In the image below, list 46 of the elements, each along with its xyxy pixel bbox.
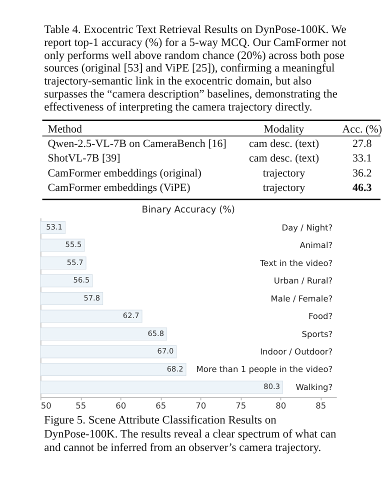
data-label: 55.7: [66, 258, 84, 267]
data-label: 65.8: [148, 328, 164, 338]
text: CamFormer embeddings (original): [48, 167, 202, 180]
y-tick-label: Text in the video?: [259, 258, 333, 268]
text: CamFormer embeddings (ViPE): [48, 182, 191, 194]
x-tick-label: 75: [236, 400, 246, 410]
x-tick-label: 50: [40, 400, 52, 410]
data-label: 56.5: [73, 276, 90, 285]
y-tick-label: Food?: [308, 311, 333, 322]
data-label: 68.2: [166, 364, 184, 374]
chart-title: Binary Accuracy (%): [142, 204, 236, 216]
x-tick-label: 65: [156, 400, 166, 410]
x-tick-label: 80: [276, 400, 286, 410]
text: 33.1: [352, 152, 372, 165]
data-label: 67.0: [157, 346, 174, 356]
data-label: 57.8: [84, 293, 100, 302]
y-tick-label: Animal?: [300, 240, 333, 250]
y-tick-label: Day / Night?: [282, 222, 333, 232]
y-tick-label: Indoor / Outdoor?: [260, 346, 333, 357]
y-tick-label: Urban / Rural?: [274, 276, 333, 286]
text: trajectory: [262, 182, 306, 194]
data-label: 55.5: [65, 240, 82, 250]
text: 46.3: [352, 182, 372, 194]
text: 27.8: [352, 138, 372, 150]
y-tick-label: More than 1 people in the video?: [196, 364, 333, 374]
data-label: 80.3: [264, 382, 280, 392]
text: cam desc. (text): [248, 138, 320, 150]
text: 36.2: [352, 167, 372, 180]
text: Qwen-2.5-VL-7B on CameraBench [16]: [48, 138, 226, 150]
data-label: 62.7: [122, 311, 140, 320]
caption: Figure 5. Scene Attribute Classification Results on DynPose-100K. The results reveal a clear spectrum of what can and cannot be inferred from an observer’s camera trajectory.: [44, 414, 337, 454]
y-tick-label: Walking?: [296, 382, 333, 392]
x-tick-label: 55: [76, 400, 86, 410]
x-tick-label: 60: [116, 400, 126, 410]
y-tick-label: Male / Female?: [270, 293, 333, 304]
text: Method: [48, 123, 83, 136]
x-tick-label: 85: [316, 400, 326, 410]
data-label: 53.1: [46, 222, 62, 232]
text: cam desc. (text): [248, 152, 320, 165]
text: trajectory: [262, 167, 306, 180]
y-tick-label: Sports?: [302, 328, 333, 339]
text: Acc. (%): [342, 123, 382, 136]
text: ShotVL-7B [39]: [48, 152, 120, 165]
caption: Table 4. Exocentric Text Retrieval Results on DynPose-100K. We report top-1 accuracy (%) for a 5-way MCQ. Our CamFormer not only performs well above random chance (20%) across both pose sources (original [53] and ViPE [25]), confirming a meaningful trajectory-semantic link in the exocentric domain, but also surpasses the “camera description” baselines, demonstrating the effectiveness of interpreting the camera trajectory directly.: [44, 24, 348, 114]
x-tick-label: 70: [196, 400, 206, 410]
text: Modality: [264, 123, 305, 136]
